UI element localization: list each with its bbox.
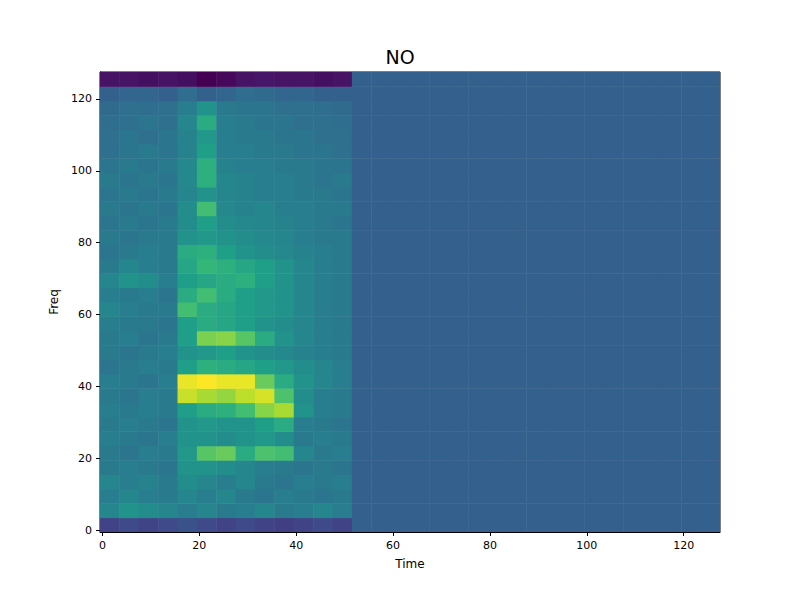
svg-text:60: 60: [386, 539, 400, 552]
svg-text:80: 80: [483, 539, 497, 552]
svg-text:20: 20: [192, 539, 206, 552]
svg-text:20: 20: [78, 452, 92, 465]
svg-text:120: 120: [71, 92, 92, 105]
svg-text:100: 100: [71, 164, 92, 177]
svg-text:0: 0: [85, 524, 92, 537]
svg-text:Freq: Freq: [47, 289, 61, 315]
svg-text:0: 0: [99, 539, 106, 552]
svg-text:80: 80: [78, 236, 92, 249]
svg-text:40: 40: [78, 380, 92, 393]
svg-text:100: 100: [576, 539, 597, 552]
svg-text:Time: Time: [394, 557, 424, 571]
svg-text:NO: NO: [385, 46, 414, 68]
svg-text:40: 40: [289, 539, 303, 552]
svg-text:60: 60: [78, 308, 92, 321]
svg-text:120: 120: [673, 539, 694, 552]
